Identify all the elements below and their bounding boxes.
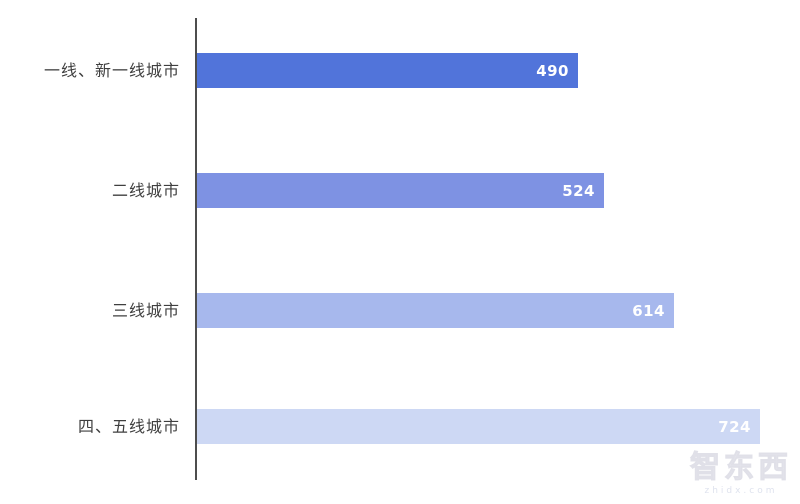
bar-value-label: 490 (536, 61, 569, 80)
category-label: 一线、新一线城市 (43, 61, 180, 80)
bar-value-label: 524 (562, 181, 595, 200)
bar-value-label: 614 (632, 301, 665, 320)
bar-value-label: 724 (718, 417, 751, 436)
bar: 724 (197, 409, 760, 444)
watermark-logo-text: 智东西 (690, 450, 792, 485)
y-axis-line (195, 18, 197, 480)
bar-row: 三线城市 614 (0, 293, 800, 328)
category-label: 二线城市 (111, 181, 180, 200)
category-label: 四、五线城市 (77, 417, 180, 436)
bar-row: 四、五线城市 724 (0, 409, 800, 444)
bar-row: 一线、新一线城市 490 (0, 53, 800, 88)
bar: 614 (197, 293, 674, 328)
bar: 490 (197, 53, 578, 88)
watermark-site-text: zhidx.com (704, 486, 778, 496)
watermark: 智东西 zhidx.com (690, 450, 792, 496)
bar: 524 (197, 173, 604, 208)
bar-row: 二线城市 524 (0, 173, 800, 208)
category-label: 三线城市 (111, 301, 180, 320)
